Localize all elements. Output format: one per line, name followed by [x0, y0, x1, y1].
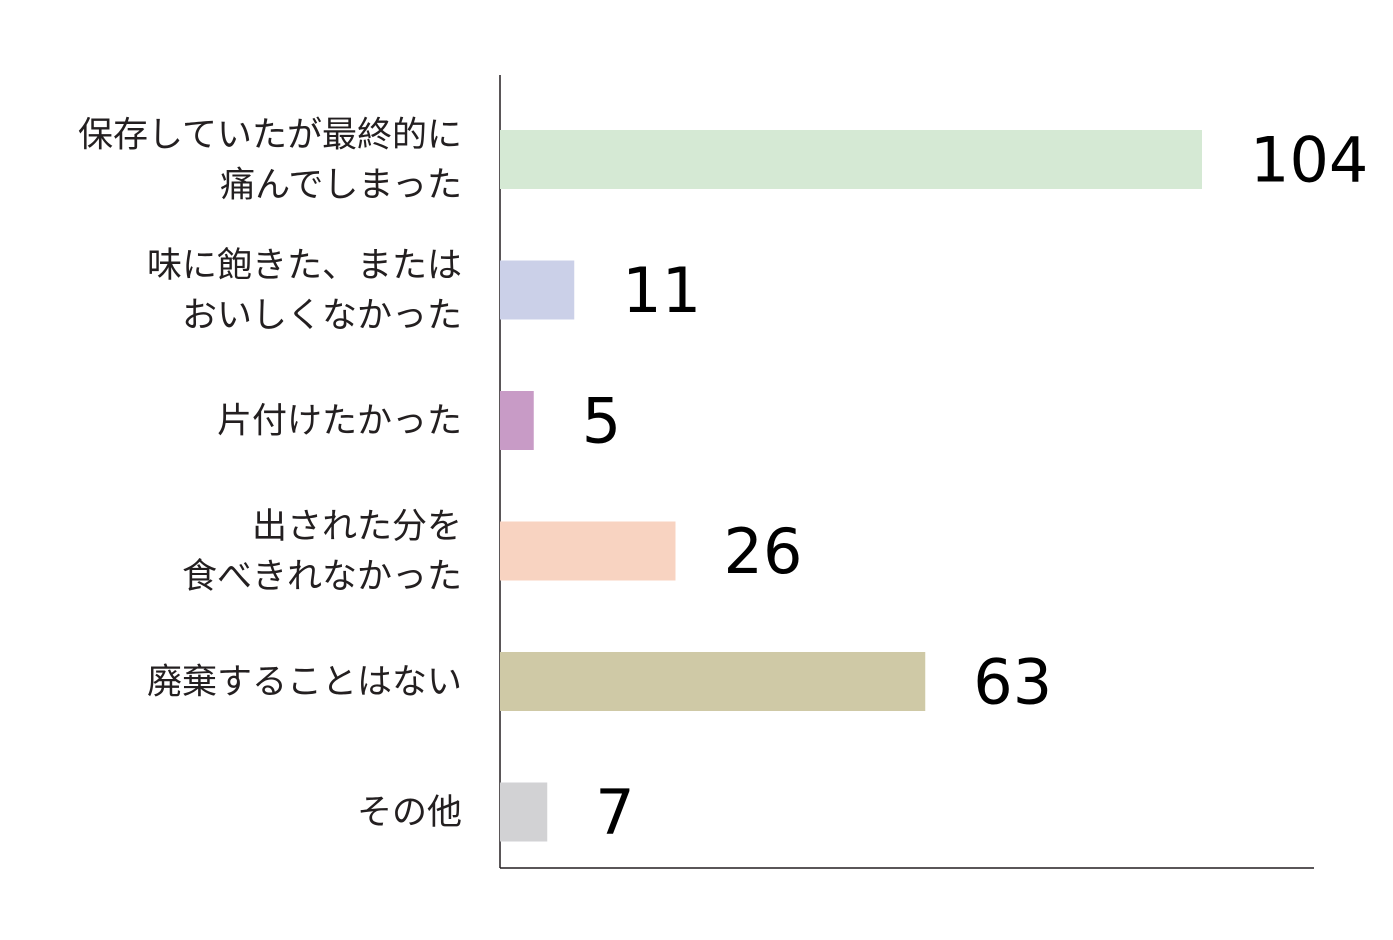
bars-layer [500, 130, 1202, 842]
value-label-2: 5 [582, 385, 621, 458]
value-label-3: 26 [724, 515, 803, 588]
category-label-1-line-1: おいしくなかった [182, 296, 462, 336]
category-label-4-line-0: 廃棄することはない [147, 663, 462, 703]
category-label-3-line-1: 食べきれなかった [182, 557, 462, 597]
category-label-5-line-0: その他 [357, 793, 462, 833]
bar-1 [500, 260, 575, 320]
bar-3 [500, 521, 676, 581]
bar-5 [500, 782, 548, 842]
value-label-0: 104 [1250, 124, 1368, 197]
value-labels-layer: 104 115 26 63 7 [582, 124, 1369, 850]
bar-2 [500, 391, 534, 450]
bar-0 [500, 130, 1202, 189]
category-label-3-line-0: 出された分を [252, 507, 462, 547]
value-label-4: 63 [973, 646, 1052, 719]
category-label-2-line-0: 片付けたかった [217, 402, 462, 442]
bar-4 [500, 652, 926, 711]
value-label-5: 7 [595, 776, 634, 849]
category-label-0-line-1: 痛んでしまった [220, 166, 462, 206]
value-label-1: 11 [622, 254, 701, 327]
category-label-1-line-0: 味に飽きた、または [147, 246, 462, 286]
category-label-0-line-0: 保存していたが最終的に [78, 116, 462, 156]
category-labels-layer: 保存していたが最終的に痛んでしまった味に飽きた、またはおいしくなかった片付けたか… [78, 116, 462, 834]
